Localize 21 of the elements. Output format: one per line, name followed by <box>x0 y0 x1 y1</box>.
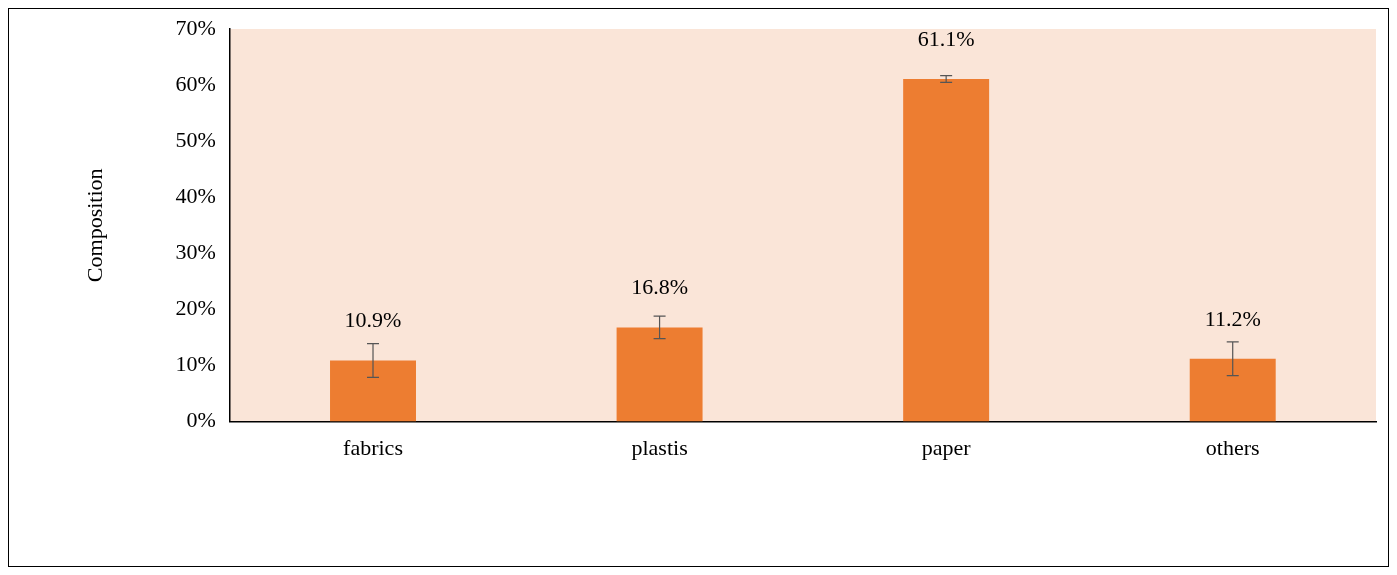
bar <box>616 327 703 422</box>
y-tick-label: 60% <box>175 70 216 96</box>
data-label: 61.1% <box>917 25 975 51</box>
x-tick-label: others <box>1205 434 1260 460</box>
data-label: 11.2% <box>1204 305 1261 331</box>
y-tick-label: 10% <box>175 351 216 377</box>
x-tick-label: fabrics <box>343 434 403 460</box>
y-tick-label: 70% <box>175 14 216 40</box>
bar <box>1189 358 1276 422</box>
y-tick-label: 30% <box>175 239 216 265</box>
bar <box>330 360 416 422</box>
y-tick-label: 20% <box>175 295 216 321</box>
y-tick-label: 0% <box>186 407 216 433</box>
y-tick-label: 50% <box>175 126 216 152</box>
x-tick-label: plastis <box>631 434 688 460</box>
x-tick-label: paper <box>921 434 972 460</box>
y-axis-title: Composition <box>81 168 107 283</box>
data-label: 10.9% <box>344 307 402 333</box>
bar <box>903 78 990 422</box>
data-label: 16.8% <box>631 274 688 300</box>
y-tick-label: 40% <box>175 183 216 209</box>
